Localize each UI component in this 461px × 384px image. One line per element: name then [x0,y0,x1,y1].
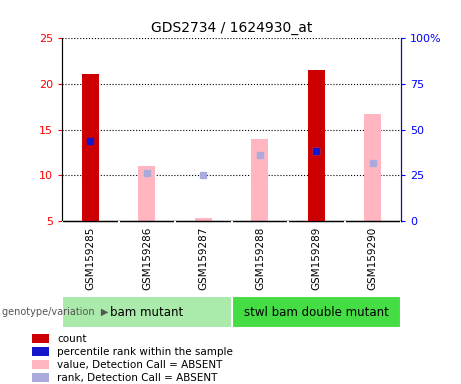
Text: GSM159289: GSM159289 [311,227,321,290]
Bar [62,296,231,328]
Bar [251,139,268,221]
Text: value, Detection Call = ABSENT: value, Detection Call = ABSENT [57,359,223,369]
Text: GSM159285: GSM159285 [85,227,95,290]
Text: genotype/variation  ▶: genotype/variation ▶ [2,307,109,317]
Text: bam mutant: bam mutant [110,306,183,318]
Text: GSM159290: GSM159290 [368,227,378,290]
Text: stwl bam double mutant: stwl bam double mutant [244,306,389,318]
Title: GDS2734 / 1624930_at: GDS2734 / 1624930_at [151,21,313,35]
Bar [308,70,325,221]
Bar [32,360,49,369]
Bar [32,373,49,382]
Text: percentile rank within the sample: percentile rank within the sample [57,347,233,357]
Bar [195,218,212,221]
Text: rank, Detection Call = ABSENT: rank, Detection Call = ABSENT [57,372,218,382]
Bar [231,296,401,328]
Bar [82,74,99,221]
Bar [364,114,381,221]
Text: GSM159287: GSM159287 [198,227,208,290]
Bar [32,334,49,343]
Text: count: count [57,334,87,344]
Text: GSM159288: GSM159288 [255,227,265,290]
Bar [32,347,49,356]
Text: GSM159286: GSM159286 [142,227,152,290]
Bar [138,166,155,221]
